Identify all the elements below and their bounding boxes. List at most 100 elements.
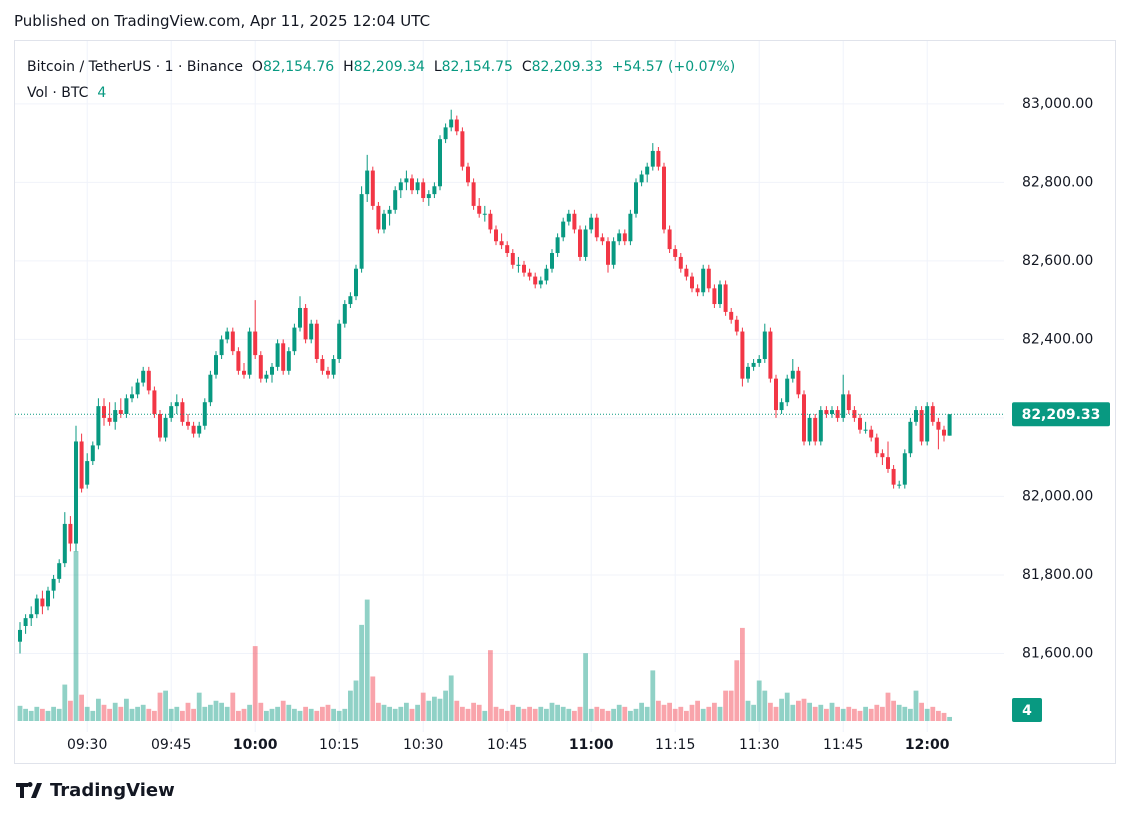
volume-bar [846,706,852,721]
volume-bar [812,706,818,721]
candle-body [40,598,45,607]
volume-bar [107,708,112,721]
volume-bar [560,706,566,721]
candle-body [130,394,134,399]
volume-bar [583,653,588,721]
candle-body [225,331,230,340]
candle-body [320,359,325,371]
volume-bar [269,708,275,721]
candle-body [264,374,269,379]
volume-bar [476,704,482,721]
volume-bar [275,706,280,721]
candle-body [902,453,907,485]
volume-bar [420,692,426,721]
candle-body [673,249,678,257]
volume-bar [734,660,740,721]
x-tick-label: 10:30 [403,737,443,753]
candle-body [23,618,28,626]
volume-bar [314,710,320,721]
volume-bar [342,708,348,721]
volume-bar [432,696,437,721]
volume-bar [241,708,247,721]
candle-body [706,268,711,289]
volume-bar [936,710,941,721]
candle-body [29,614,34,619]
volume-bar [779,698,784,721]
candle-body [712,288,717,305]
candle-body [734,319,739,332]
volume-bar [527,706,532,721]
volume-bar [874,704,880,721]
volume-bar [353,680,359,721]
volume-bar [68,700,73,721]
volume-bar [773,706,779,721]
candle-body [326,370,330,375]
volume-bar [667,702,672,721]
candle-body [102,406,106,418]
volume-bar [146,708,152,721]
volume-bar [348,690,353,721]
volume-bar [297,710,303,721]
volume-bar [908,708,913,721]
volume-bar [891,700,896,721]
volume-bar [678,706,684,721]
candle-body [690,276,694,289]
candle-body [555,237,560,254]
volume-bar [40,708,45,721]
candle-body [746,366,750,379]
candle-body [942,429,946,436]
candle-body [768,331,773,379]
volume-bar [790,704,796,721]
volume-bar [376,702,381,721]
candle-body [68,523,73,544]
candle-body [482,213,487,215]
candle-body [583,229,588,257]
candle-body [370,170,375,206]
candle-body [398,182,403,191]
ohlc-value: 82,209.34 [353,59,425,75]
candle-body [505,245,510,254]
candle-body [645,166,650,175]
ohlc-key: L [433,59,442,75]
volume-bar [448,675,454,721]
volume-bar [252,646,258,721]
volume-bar [157,692,163,721]
last-price-label: 82,209.33 [1022,407,1101,423]
volume-bar [465,708,471,721]
candle-body [163,417,168,438]
candle-body [566,213,571,222]
candle-body [617,233,622,242]
candle-body [57,563,62,579]
candle-body [639,174,644,183]
volume-bar [863,706,868,721]
volume-bar [96,698,101,721]
volume-bar [454,700,460,721]
volume-bar [644,706,650,721]
candle-body [298,307,302,328]
volume-bar [628,710,633,721]
candle-body [930,406,935,422]
candle-body [908,421,913,454]
volume-bar [840,708,846,721]
candle-body [426,194,431,199]
volume-bar [202,706,208,721]
logo [16,782,42,798]
candle-body [421,182,426,199]
candle-body [869,429,874,438]
candle-body [292,327,297,352]
candle-body [550,253,554,269]
volume-bar [387,706,392,721]
volume-bar [28,710,34,721]
volume-bar [471,702,476,721]
volume-bar [656,700,661,721]
volume-bar [129,708,135,721]
x-tick-label: 10:00 [233,737,278,753]
volume-bar [174,706,180,721]
candle-body [510,253,515,265]
candle-body [303,307,308,340]
candle-body [561,221,566,238]
volume-bar [460,706,465,721]
x-tick-label: 09:45 [151,737,191,753]
volume-bar [392,708,398,721]
